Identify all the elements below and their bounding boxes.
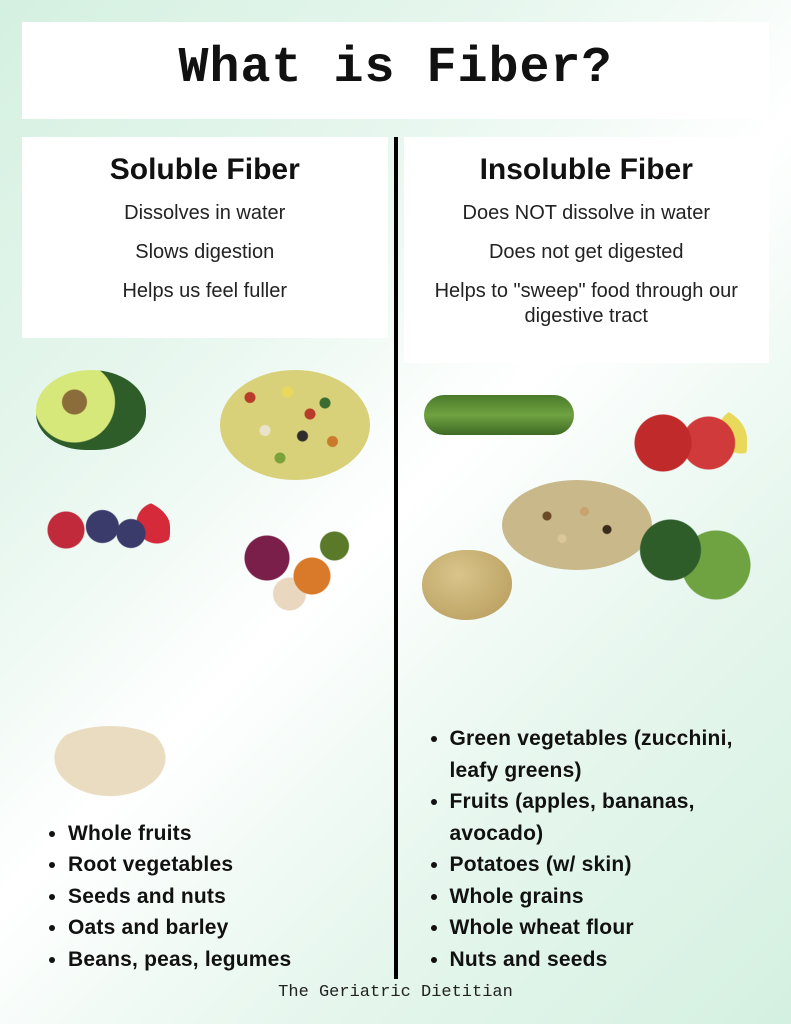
insoluble-desc-2: Does not get digested	[418, 240, 756, 265]
page-title: What is Fiber?	[32, 40, 759, 97]
soluble-desc-2: Slows digestion	[36, 240, 374, 265]
columns-wrapper: Soluble Fiber Dissolves in water Slows d…	[22, 137, 769, 979]
list-item: Fruits (apples, bananas, avocado)	[450, 786, 762, 849]
list-item: Seeds and nuts	[68, 881, 380, 913]
insoluble-card: Insoluble Fiber Does NOT dissolve in wat…	[404, 137, 770, 363]
list-item: Whole grains	[450, 881, 762, 913]
berries-icon	[40, 495, 170, 565]
insoluble-image-area: Green vegetables (zucchini, leafy greens…	[404, 377, 770, 979]
left-column: Soluble Fiber Dissolves in water Slows d…	[22, 137, 388, 979]
insoluble-heading: Insoluble Fiber	[418, 153, 756, 187]
list-item: Beans, peas, legumes	[68, 944, 380, 976]
insoluble-desc-3: Helps to "sweep" food through our digest…	[418, 279, 756, 329]
potato-icon	[422, 550, 512, 620]
soluble-food-cluster	[30, 360, 380, 812]
list-item: Whole fruits	[68, 818, 380, 850]
oats-icon	[40, 726, 180, 806]
right-column: Insoluble Fiber Does NOT dissolve in wat…	[404, 137, 770, 979]
list-item: Root vegetables	[68, 849, 380, 881]
list-item: Nuts and seeds	[450, 944, 762, 976]
column-divider	[394, 137, 398, 979]
list-item: Whole wheat flour	[450, 912, 762, 944]
apples-bananas-icon	[627, 403, 747, 483]
leafy-greens-icon	[625, 510, 755, 610]
soluble-desc-3: Helps us feel fuller	[36, 279, 374, 304]
footer-credit: The Geriatric Dietitian	[22, 979, 769, 1002]
insoluble-food-list: Green vegetables (zucchini, leafy greens…	[412, 723, 762, 975]
soluble-card: Soluble Fiber Dissolves in water Slows d…	[22, 137, 388, 338]
list-item: Potatoes (w/ skin)	[450, 849, 762, 881]
soluble-image-area: Whole fruits Root vegetables Seeds and n…	[22, 352, 388, 979]
zucchini-icon	[424, 395, 574, 435]
soluble-heading: Soluble Fiber	[36, 153, 374, 187]
title-card: What is Fiber?	[22, 22, 769, 119]
infographic-page: What is Fiber? Soluble Fiber Dissolves i…	[0, 0, 791, 1024]
insoluble-desc-1: Does NOT dissolve in water	[418, 201, 756, 226]
root-vegetables-icon	[222, 510, 372, 630]
list-item: Green vegetables (zucchini, leafy greens…	[450, 723, 762, 786]
insoluble-food-cluster	[412, 385, 762, 717]
soluble-food-list: Whole fruits Root vegetables Seeds and n…	[30, 818, 380, 976]
avocado-icon	[36, 370, 146, 450]
mixed-legumes-icon	[220, 370, 370, 480]
soluble-desc-1: Dissolves in water	[36, 201, 374, 226]
list-item: Oats and barley	[68, 912, 380, 944]
